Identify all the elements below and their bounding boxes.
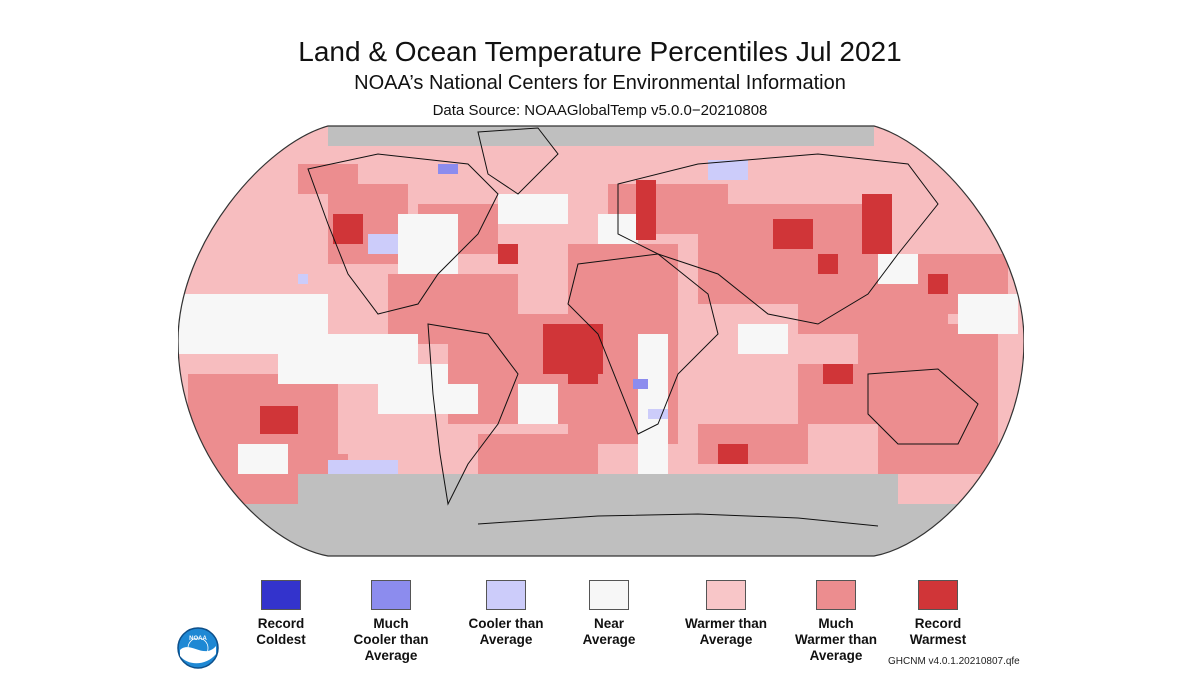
legend-swatch [261, 580, 301, 610]
legend-swatch [918, 580, 958, 610]
coastlines [307, 127, 979, 527]
legend-label: Cooler than Average [468, 616, 544, 647]
logo-text: NOAA [189, 636, 207, 642]
map-cells [178, 126, 1024, 556]
legend-swatch [486, 580, 526, 610]
data-source: Data Source: NOAAGlobalTemp v5.0.0−20210… [432, 102, 768, 119]
legend-label: Much Warmer than Average [794, 616, 877, 663]
north-america-coast [307, 153, 499, 315]
legend-item-much-cooler: Much Cooler than Average [336, 580, 446, 664]
legend-item-warmer: Warmer than Average [671, 580, 781, 648]
legend-item-near-average: Near Average [554, 580, 664, 648]
africa-coast [567, 253, 719, 435]
south-america-coast [427, 323, 519, 506]
legend-label: Record Warmest [909, 616, 967, 647]
legend-item-cooler: Cooler than Average [451, 580, 561, 648]
legend-swatch [816, 580, 856, 610]
map-title: Land & Ocean Temperature Percentiles Jul… [298, 36, 902, 67]
legend-label: Record Coldest [256, 616, 306, 647]
legend-item-record-coldest: Record Coldest [226, 580, 336, 648]
antarctica-coast [477, 513, 879, 527]
legend-label: Near Average [582, 616, 636, 647]
map-subtitle: NOAA’s National Centers for Environmenta… [354, 72, 846, 94]
legend-swatch [706, 580, 746, 610]
map-outline [178, 125, 1024, 557]
legend-item-record-warmest: Record Warmest [883, 580, 993, 648]
much-cooler-cells [438, 164, 648, 389]
missing-data-cells [178, 126, 1024, 556]
legend-label: Much Cooler than Average [353, 616, 429, 663]
australia-coast [867, 368, 979, 445]
record-warmest-cells [260, 180, 948, 464]
legend-swatch [589, 580, 629, 610]
legend-swatch [371, 580, 411, 610]
legend-item-much-warmer: Much Warmer than Average [781, 580, 891, 664]
legend-label: Warmer than Average [684, 616, 767, 647]
greenland-coast [477, 127, 559, 195]
near-average-cells [178, 194, 1018, 474]
world-map [178, 125, 1024, 557]
version-string: GHCNM v4.0.1.20210807.qfe [888, 656, 1020, 667]
noaa-logo: NOAA [177, 627, 219, 669]
